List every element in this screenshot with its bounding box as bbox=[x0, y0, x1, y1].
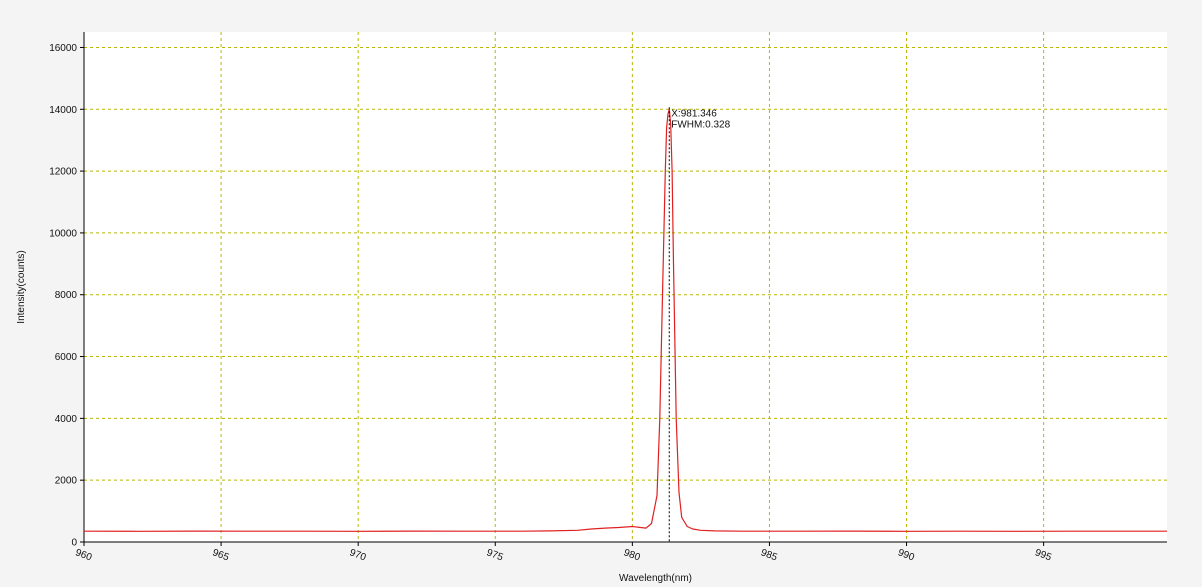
y-tick-label: 6000 bbox=[55, 352, 78, 363]
y-tick-label: 4000 bbox=[55, 414, 78, 425]
x-axis-title: Wavelength(nm) bbox=[619, 573, 692, 584]
y-tick-label: 2000 bbox=[55, 476, 78, 487]
peak-x-label: X:981.346 bbox=[671, 108, 717, 119]
y-tick-label: 10000 bbox=[49, 228, 77, 239]
y-tick-label: 8000 bbox=[55, 290, 78, 301]
y-tick-label: 14000 bbox=[49, 105, 77, 116]
y-tick-label: 12000 bbox=[49, 167, 77, 178]
spectrum-series-line bbox=[83, 108, 1167, 532]
y-tick-label: 0 bbox=[71, 538, 77, 549]
y-tick-label: 16000 bbox=[49, 43, 77, 54]
plot-area bbox=[84, 32, 1167, 542]
y-axis-title: Intensity(counts) bbox=[16, 250, 27, 323]
fwhm-label: FWHM:0.328 bbox=[671, 119, 730, 130]
